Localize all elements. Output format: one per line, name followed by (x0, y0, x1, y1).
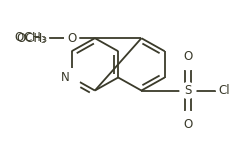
Text: S: S (184, 84, 192, 97)
Circle shape (216, 90, 217, 91)
Text: O: O (183, 50, 193, 63)
Text: OCH$_3$: OCH$_3$ (14, 31, 47, 46)
Text: O: O (67, 32, 76, 45)
Text: Cl: Cl (218, 84, 230, 97)
Text: N: N (61, 71, 70, 84)
Circle shape (65, 31, 79, 45)
Text: OCH₃: OCH₃ (16, 32, 47, 45)
Circle shape (182, 58, 194, 70)
Circle shape (180, 83, 196, 98)
Text: O: O (183, 118, 193, 131)
Circle shape (63, 69, 80, 86)
Circle shape (182, 111, 194, 123)
